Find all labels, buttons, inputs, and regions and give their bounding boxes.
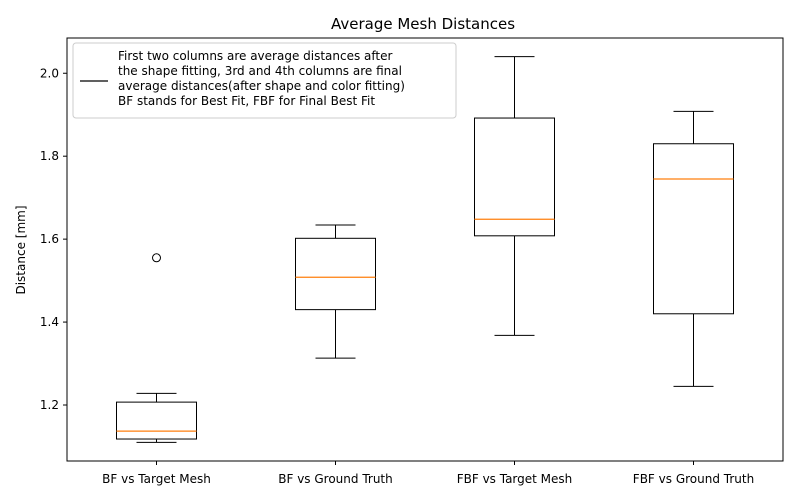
chart-title: Average Mesh Distances [331,15,515,33]
x-tick-label: BF vs Target Mesh [102,472,211,486]
x-tick-label: FBF vs Target Mesh [457,472,573,486]
legend-frame [72,42,457,119]
legend-line-4: BF stands for Best Fit, FBF for Final Be… [118,94,375,108]
box-iqr [116,401,197,440]
box-iqr [653,143,734,315]
x-tick-label: FBF vs Ground Truth [633,472,754,486]
outlier-point [152,253,161,263]
y-tick-label: 1.4 [40,315,59,329]
y-tick-label: 1.2 [40,398,59,412]
y-tick-label: 1.6 [40,232,59,246]
y-tick-label: 2.0 [40,66,59,80]
legend-line-3: average distances(after shape and color … [118,79,405,93]
box-iqr [295,237,376,311]
plot-area: 1.2 1.4 1.6 1.8 2.0 BF vs Target Mesh BF vs Gr… [40,56,754,486]
x-tick-label: BF vs Ground Truth [278,472,393,486]
y-tick-label: 1.8 [40,149,59,163]
legend: First two columns are average distances … [72,42,457,119]
box-iqr [474,117,555,237]
legend-line-2: the shape fitting, 3rd and 4th columns a… [118,64,402,78]
plot-frame [66,37,784,462]
y-axis-label: Distance [mm] [14,205,28,294]
legend-line-1: First two columns are average distances … [118,49,393,63]
